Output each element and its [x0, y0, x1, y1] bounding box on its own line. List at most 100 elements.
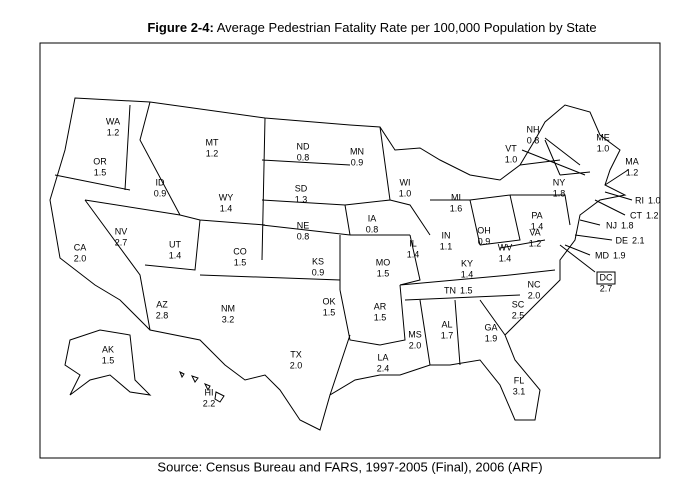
state-abbr: FL	[514, 375, 525, 385]
state-rate: 0.8	[297, 152, 310, 162]
leader-line	[604, 191, 633, 201]
state-rate: 0.8	[297, 231, 310, 241]
state-abbr: DE	[615, 235, 628, 245]
state-rate: 1.4	[531, 221, 544, 231]
state-rate: 1.8	[621, 220, 634, 230]
state-rate: 1.8	[553, 188, 566, 198]
state-rate: 3.2	[222, 314, 235, 324]
state-abbr: MD	[595, 250, 609, 260]
state-abbr: CA	[74, 242, 87, 252]
state-rate: 2.0	[528, 290, 541, 300]
state-abbr: ME	[596, 132, 610, 142]
state-abbr: TX	[290, 349, 302, 359]
state-abbr: OR	[93, 156, 107, 166]
dc-box	[596, 271, 616, 285]
leader-line	[544, 137, 581, 166]
state-abbr: IN	[442, 230, 451, 240]
state-abbr: OH	[477, 225, 491, 235]
state-abbr: WI	[400, 177, 411, 187]
state-abbr: MN	[350, 146, 364, 156]
state-abbr: NM	[221, 303, 235, 313]
state-rate: 2.5	[512, 310, 525, 320]
state-abbr: NH	[527, 124, 540, 134]
state-abbr: IL	[409, 238, 417, 248]
state-abbr: NV	[115, 226, 128, 236]
state-rate: 1.7	[441, 330, 454, 340]
state-rate: 1.4	[407, 249, 420, 259]
state-rate: 1.1	[440, 241, 453, 251]
state-rate: 1.4	[499, 253, 512, 263]
state-abbr: AK	[102, 344, 114, 354]
state-rate: 3.1	[513, 386, 526, 396]
state-abbr: VA	[529, 227, 540, 237]
state-abbr: PA	[531, 210, 542, 220]
state-rate: 1.2	[107, 127, 120, 137]
state-rate: 2.7	[600, 283, 613, 293]
state-rate: 1.6	[450, 203, 463, 213]
state-abbr: SD	[295, 183, 308, 193]
state-abbr: SC	[512, 299, 525, 309]
state-abbr: DC	[600, 272, 613, 282]
state-rate: 1.5	[102, 355, 115, 365]
state-rate: 1.5	[460, 285, 473, 295]
state-rate: 1.9	[485, 333, 498, 343]
state-abbr: NE	[297, 220, 310, 230]
state-rate: 2.8	[156, 310, 169, 320]
state-rate: 1.0	[648, 195, 661, 205]
state-abbr: WA	[106, 116, 120, 126]
state-abbr: NY	[553, 177, 566, 187]
state-rate: 0.9	[154, 188, 167, 198]
leader-line	[579, 219, 601, 226]
state-rate: 1.4	[220, 203, 233, 213]
state-abbr: OK	[322, 296, 335, 306]
figure-caption: Average Pedestrian Fatality Rate per 100…	[214, 20, 597, 35]
state-abbr: IA	[368, 213, 377, 223]
state-rate: 1.5	[234, 257, 247, 267]
hawaii	[179, 370, 225, 403]
leader-line	[559, 244, 596, 273]
state-rate: 2.0	[409, 340, 422, 350]
state-rate: 1.5	[323, 307, 336, 317]
state-abbr: NC	[528, 279, 541, 289]
state-abbr: HI	[205, 387, 214, 397]
state-rate: 1.2	[529, 238, 542, 248]
state-rate: 1.4	[461, 269, 474, 279]
state-borders	[54, 101, 591, 396]
leader-line	[521, 149, 586, 176]
state-abbr: CO	[233, 246, 247, 256]
frame	[39, 42, 661, 459]
state-abbr: WY	[219, 192, 234, 202]
state-abbr: ND	[297, 141, 310, 151]
state-rate: 1.2	[206, 148, 219, 158]
state-abbr: WV	[498, 242, 513, 252]
state-rate: 1.2	[646, 210, 659, 220]
figure-title: Figure 2-4: Average Pedestrian Fatality …	[147, 20, 596, 35]
alaska	[64, 329, 152, 396]
state-abbr: KS	[312, 256, 324, 266]
state-abbr: MI	[451, 192, 461, 202]
state-abbr: ID	[156, 177, 166, 187]
source-note: Source: Census Bureau and FARS, 1997-200…	[157, 459, 542, 474]
state-rate: 1.2	[626, 167, 639, 177]
state-rate: 2.0	[290, 360, 303, 370]
state-abbr: CT	[630, 210, 642, 220]
map-outline	[49, 97, 633, 431]
state-abbr: KY	[461, 258, 473, 268]
state-abbr: NJ	[606, 220, 617, 230]
state-rate: 1.5	[377, 268, 390, 278]
state-rate: 1.5	[374, 312, 387, 322]
state-rate: 0.9	[312, 267, 325, 277]
state-abbr: VT	[505, 143, 517, 153]
leader-line	[564, 244, 591, 256]
state-rate: 2.2	[203, 398, 216, 408]
state-abbr: AL	[441, 319, 452, 329]
leader-line	[594, 199, 626, 216]
state-rate: 2.4	[377, 363, 390, 373]
state-abbr: TN	[444, 285, 456, 295]
state-rate: 0.8	[527, 135, 540, 145]
state-abbr: MO	[376, 257, 391, 267]
state-abbr: GA	[484, 322, 497, 332]
state-rate: 1.0	[505, 154, 518, 164]
state-abbr: LA	[377, 352, 388, 362]
